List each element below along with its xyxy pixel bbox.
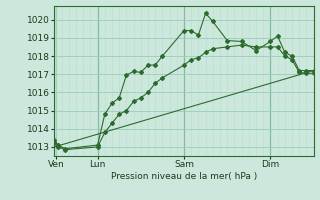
X-axis label: Pression niveau de la mer( hPa ): Pression niveau de la mer( hPa ) — [111, 172, 257, 181]
